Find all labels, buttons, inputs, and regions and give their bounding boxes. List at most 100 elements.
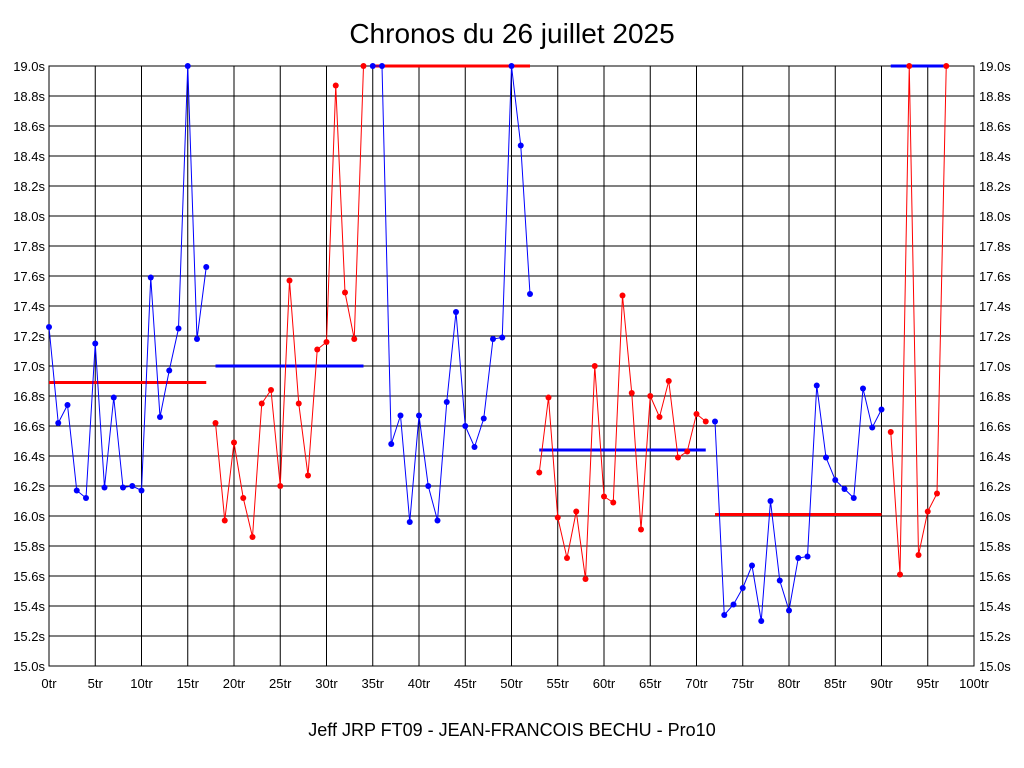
- data-point: [684, 448, 691, 455]
- y-tick-label-left: 18.0s: [13, 209, 45, 224]
- y-tick-label-right: 17.2s: [979, 329, 1011, 344]
- data-point: [786, 607, 792, 614]
- data-point: [462, 423, 469, 429]
- data-point: [675, 454, 681, 461]
- data-point: [351, 336, 358, 342]
- data-point: [101, 484, 108, 491]
- data-point: [804, 553, 811, 560]
- series-line: [538, 295, 707, 580]
- y-tick-label-left: 17.0s: [13, 359, 45, 374]
- series-line: [215, 65, 364, 538]
- data-point: [619, 292, 626, 299]
- data-point: [490, 336, 496, 342]
- y-tick-label-right: 15.0s: [979, 659, 1011, 674]
- data-point: [499, 334, 506, 341]
- data-point: [416, 412, 422, 419]
- average-lines: [49, 64, 947, 516]
- data-point: [221, 517, 228, 524]
- data-point: [46, 324, 52, 330]
- y-tick-label-right: 18.8s: [979, 89, 1011, 104]
- data-point: [656, 414, 663, 420]
- data-point: [240, 495, 247, 501]
- data-point: [878, 406, 885, 413]
- y-tick-label-left: 15.2s: [13, 629, 45, 644]
- y-tick-label-left: 18.2s: [13, 179, 45, 194]
- data-point: [175, 325, 182, 332]
- data-point: [813, 382, 820, 389]
- data-point: [268, 387, 274, 393]
- y-tick-label-right: 16.0s: [979, 509, 1011, 524]
- data-point: [517, 142, 524, 149]
- data-point: [295, 400, 302, 407]
- data-point: [231, 439, 237, 446]
- data-point: [129, 483, 136, 489]
- data-point: [323, 339, 330, 345]
- data-point: [332, 82, 339, 89]
- data-point: [508, 63, 515, 69]
- y-tick-label-left: 17.4s: [13, 299, 45, 314]
- data-point: [73, 487, 80, 494]
- data-point: [795, 555, 802, 561]
- data-point: [536, 469, 543, 476]
- data-point: [776, 577, 783, 584]
- x-tick-label: 35tr: [362, 676, 385, 691]
- data-point: [554, 514, 561, 521]
- y-tick-label-left: 16.8s: [13, 389, 45, 404]
- x-tick-label: 70tr: [685, 676, 708, 691]
- x-tick-label: 20tr: [223, 676, 246, 691]
- x-tick-label: 0tr: [41, 676, 57, 691]
- y-tick-label-left: 15.4s: [13, 599, 45, 614]
- data-point: [832, 477, 839, 483]
- data-point: [138, 487, 145, 494]
- x-tick-label: 10tr: [130, 676, 153, 691]
- x-tick-label: 100tr: [959, 676, 989, 691]
- y-tick-label-left: 16.6s: [13, 419, 45, 434]
- y-tick-label-left: 17.6s: [13, 269, 45, 284]
- y-tick-label-right: 18.4s: [979, 149, 1011, 164]
- x-tick-label: 55tr: [547, 676, 570, 691]
- data-point: [897, 571, 903, 578]
- x-tick-label: 40tr: [408, 676, 431, 691]
- data-point: [157, 414, 163, 420]
- data-point: [64, 402, 71, 408]
- data-point: [360, 63, 367, 69]
- y-tick-label-right: 16.2s: [979, 479, 1011, 494]
- data-point: [906, 63, 913, 69]
- data-point: [647, 393, 654, 399]
- y-tick-label-right: 18.6s: [979, 119, 1011, 134]
- data-point: [712, 418, 718, 425]
- series-line: [890, 65, 947, 575]
- data-point: [869, 424, 876, 431]
- data-point: [194, 336, 200, 342]
- data-point: [767, 498, 774, 504]
- y-tick-label-left: 15.6s: [13, 569, 45, 584]
- x-tick-label: 5tr: [88, 676, 104, 691]
- y-tick-label-right: 16.6s: [979, 419, 1011, 434]
- data-point: [397, 412, 404, 419]
- data-point: [739, 585, 746, 591]
- y-tick-label-right: 15.6s: [979, 569, 1011, 584]
- y-tick-label-left: 16.2s: [13, 479, 45, 494]
- data-point: [758, 618, 765, 624]
- data-point: [83, 495, 89, 501]
- y-tick-label-right: 18.2s: [979, 179, 1011, 194]
- y-tick-label-right: 17.8s: [979, 239, 1011, 254]
- data-point: [934, 490, 940, 497]
- data-point: [203, 264, 210, 270]
- x-tick-label: 80tr: [778, 676, 801, 691]
- y-tick-label-right: 17.4s: [979, 299, 1011, 314]
- y-tick-label-left: 18.6s: [13, 119, 45, 134]
- data-point: [702, 418, 709, 425]
- y-tick-label-left: 19.0s: [13, 59, 45, 74]
- y-tick-label-right: 17.6s: [979, 269, 1011, 284]
- data-point: [471, 444, 478, 450]
- data-point: [147, 274, 154, 281]
- series-line: [372, 65, 531, 523]
- series: [46, 63, 950, 624]
- y-tick-label-left: 18.8s: [13, 89, 45, 104]
- data-point: [721, 612, 728, 618]
- y-tick-label-left: 18.4s: [13, 149, 45, 164]
- data-point: [601, 493, 607, 500]
- data-point: [693, 411, 700, 417]
